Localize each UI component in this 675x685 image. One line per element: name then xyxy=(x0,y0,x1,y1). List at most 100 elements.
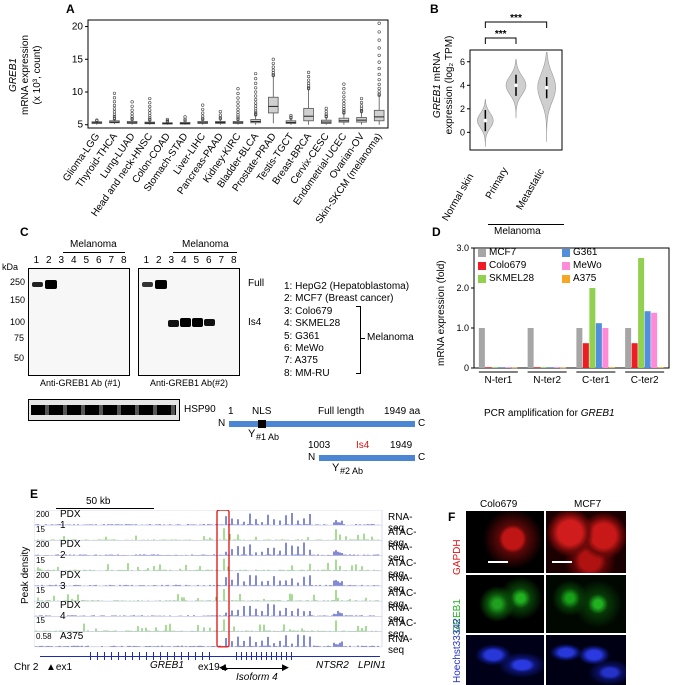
outlier-16-11 xyxy=(377,38,381,42)
outlier-4-1 xyxy=(165,119,170,123)
outlier-2-1 xyxy=(130,116,134,121)
outlier-16-7 xyxy=(377,66,381,71)
if-mcf7-gapdh xyxy=(546,511,626,573)
panel-b-xlabel-normal: Normal skin xyxy=(440,171,477,224)
legend-mcf7: MCF7 xyxy=(478,246,562,259)
track-scale-0: 200 xyxy=(36,510,50,519)
track-type-2: RNA-seq xyxy=(388,542,413,565)
ytick-label-15: 15 xyxy=(72,54,84,65)
outlier-5-2 xyxy=(183,115,187,119)
box-10 xyxy=(268,96,279,114)
hsp90-bands xyxy=(31,405,176,415)
schema-is4-n: N xyxy=(308,452,316,463)
hsp90-label: HSP90 xyxy=(184,404,216,415)
outlier-10-1 xyxy=(271,73,275,77)
lane-4: 4 xyxy=(180,255,187,266)
if-colo679-greb1 xyxy=(466,575,544,633)
outlier-8-7 xyxy=(236,100,240,104)
blot2-melanoma: Melanoma xyxy=(182,239,229,250)
outlier-3-8 xyxy=(148,96,152,101)
legend-a375-label: A375 xyxy=(573,273,597,284)
track-row-5 xyxy=(34,585,383,602)
track-row-6 xyxy=(34,600,383,617)
outlier-1-5 xyxy=(112,107,117,111)
schema-full-bar xyxy=(229,421,415,427)
outlier-16-5 xyxy=(377,78,381,82)
panel-b-ylabel-line2: expression (log₂ TPM) xyxy=(444,35,455,135)
outlier-6-0 xyxy=(201,117,205,122)
d-ytick-label-1: 1.0 xyxy=(456,323,469,333)
outlier-1-6 xyxy=(112,103,117,108)
blot2-melanoma-line xyxy=(173,252,237,253)
panel-a-boxplot: 5101520Glioma-LGGThyroid-THCALung-LUADHe… xyxy=(61,19,389,226)
outlier-14-2 xyxy=(342,109,346,113)
isoform-text: Isoform 4 xyxy=(236,672,278,683)
panel-e-tracks xyxy=(34,510,383,648)
outlier-7-2 xyxy=(218,113,222,117)
marker-150: 150 xyxy=(10,295,26,305)
marker-250: 250 xyxy=(10,277,26,287)
outlier-16-2 xyxy=(377,90,381,94)
bar-0-5 xyxy=(511,367,518,369)
panel-f-col-colo679: Colo679 xyxy=(480,499,518,510)
panel-b-label: B xyxy=(430,2,439,16)
marker-50: 50 xyxy=(14,353,25,363)
panel-b-xlabels: Normal skin Primary Metastatic xyxy=(440,160,570,230)
d-xtick-label-2: C-ter1 xyxy=(582,375,610,386)
outlier-13-3 xyxy=(324,109,328,114)
outlier-12-4 xyxy=(306,78,311,82)
outlier-7-0 xyxy=(218,117,222,121)
schema-is4-bar xyxy=(319,455,415,461)
blot2-band-lane3 xyxy=(168,320,179,327)
schema-is4-start: 1003 xyxy=(308,440,331,451)
panel-d-xlabel: PCR amplification for GREB1 xyxy=(484,408,615,419)
outlier-15-4 xyxy=(359,100,364,105)
outlier-9-6 xyxy=(254,101,258,105)
sample-list-bracket-tick xyxy=(360,338,365,339)
track-row-2 xyxy=(34,540,383,556)
outlier-2-3 xyxy=(130,112,134,116)
outlier-8-10 xyxy=(236,87,240,91)
panel-b-ylabel-gene: GREB1 xyxy=(432,84,443,119)
violin-frame xyxy=(469,49,563,151)
outlier-15-3 xyxy=(359,104,364,108)
panel-f-label: F xyxy=(448,510,456,524)
track-scale-5: 15 xyxy=(36,586,45,595)
ytick-label-10: 10 xyxy=(72,87,84,98)
blot2-band-lane6 xyxy=(204,319,215,326)
track-type-3: ATAC-seq xyxy=(388,557,417,580)
outlier-8-1 xyxy=(236,117,240,121)
outlier-12-1 xyxy=(306,86,311,90)
outlier-8-6 xyxy=(236,104,240,108)
panel-b-group-label: Melanoma xyxy=(494,226,541,237)
track-name-0: PDX 1 xyxy=(60,509,81,531)
scale-bar-2 xyxy=(552,561,572,563)
schema-nls: NLS xyxy=(252,406,272,417)
scale-bar-1 xyxy=(488,561,508,563)
legend-g361: G361 xyxy=(562,246,642,259)
outlier-0-1 xyxy=(95,118,99,122)
panel-b-group-line xyxy=(488,224,564,225)
chr-label: Chr 2 xyxy=(14,662,39,673)
panel-b-ylabel-rest: mRNA xyxy=(432,51,443,82)
bar-3-2 xyxy=(638,258,645,368)
schema-ab1: #1 Ab xyxy=(256,432,280,442)
track-scale-3: 15 xyxy=(36,555,45,565)
legend-colo679: Colo679 xyxy=(478,259,562,272)
track-type-5: ATAC-seq xyxy=(388,588,417,610)
b-ytick-label-4: 4 xyxy=(460,80,465,90)
outlier-16-8 xyxy=(377,60,381,64)
outlier-3-5 xyxy=(148,108,152,112)
ex19-text: ex19 xyxy=(198,662,220,673)
if-colo679-gapdh xyxy=(466,511,544,573)
track-type-8: RNA-seq xyxy=(388,633,413,656)
legend-mcf7-swatch xyxy=(478,248,486,257)
blot2-band-lane4 xyxy=(180,318,191,327)
track-type-1: ATAC-seq xyxy=(388,527,417,550)
outlier-6-3 xyxy=(201,111,205,115)
panel-d-xlabel-prefix: PCR amplification for xyxy=(484,408,581,419)
sample-7: 7: A375 xyxy=(284,355,318,367)
sample-8: 8: MM-RU xyxy=(284,367,330,379)
